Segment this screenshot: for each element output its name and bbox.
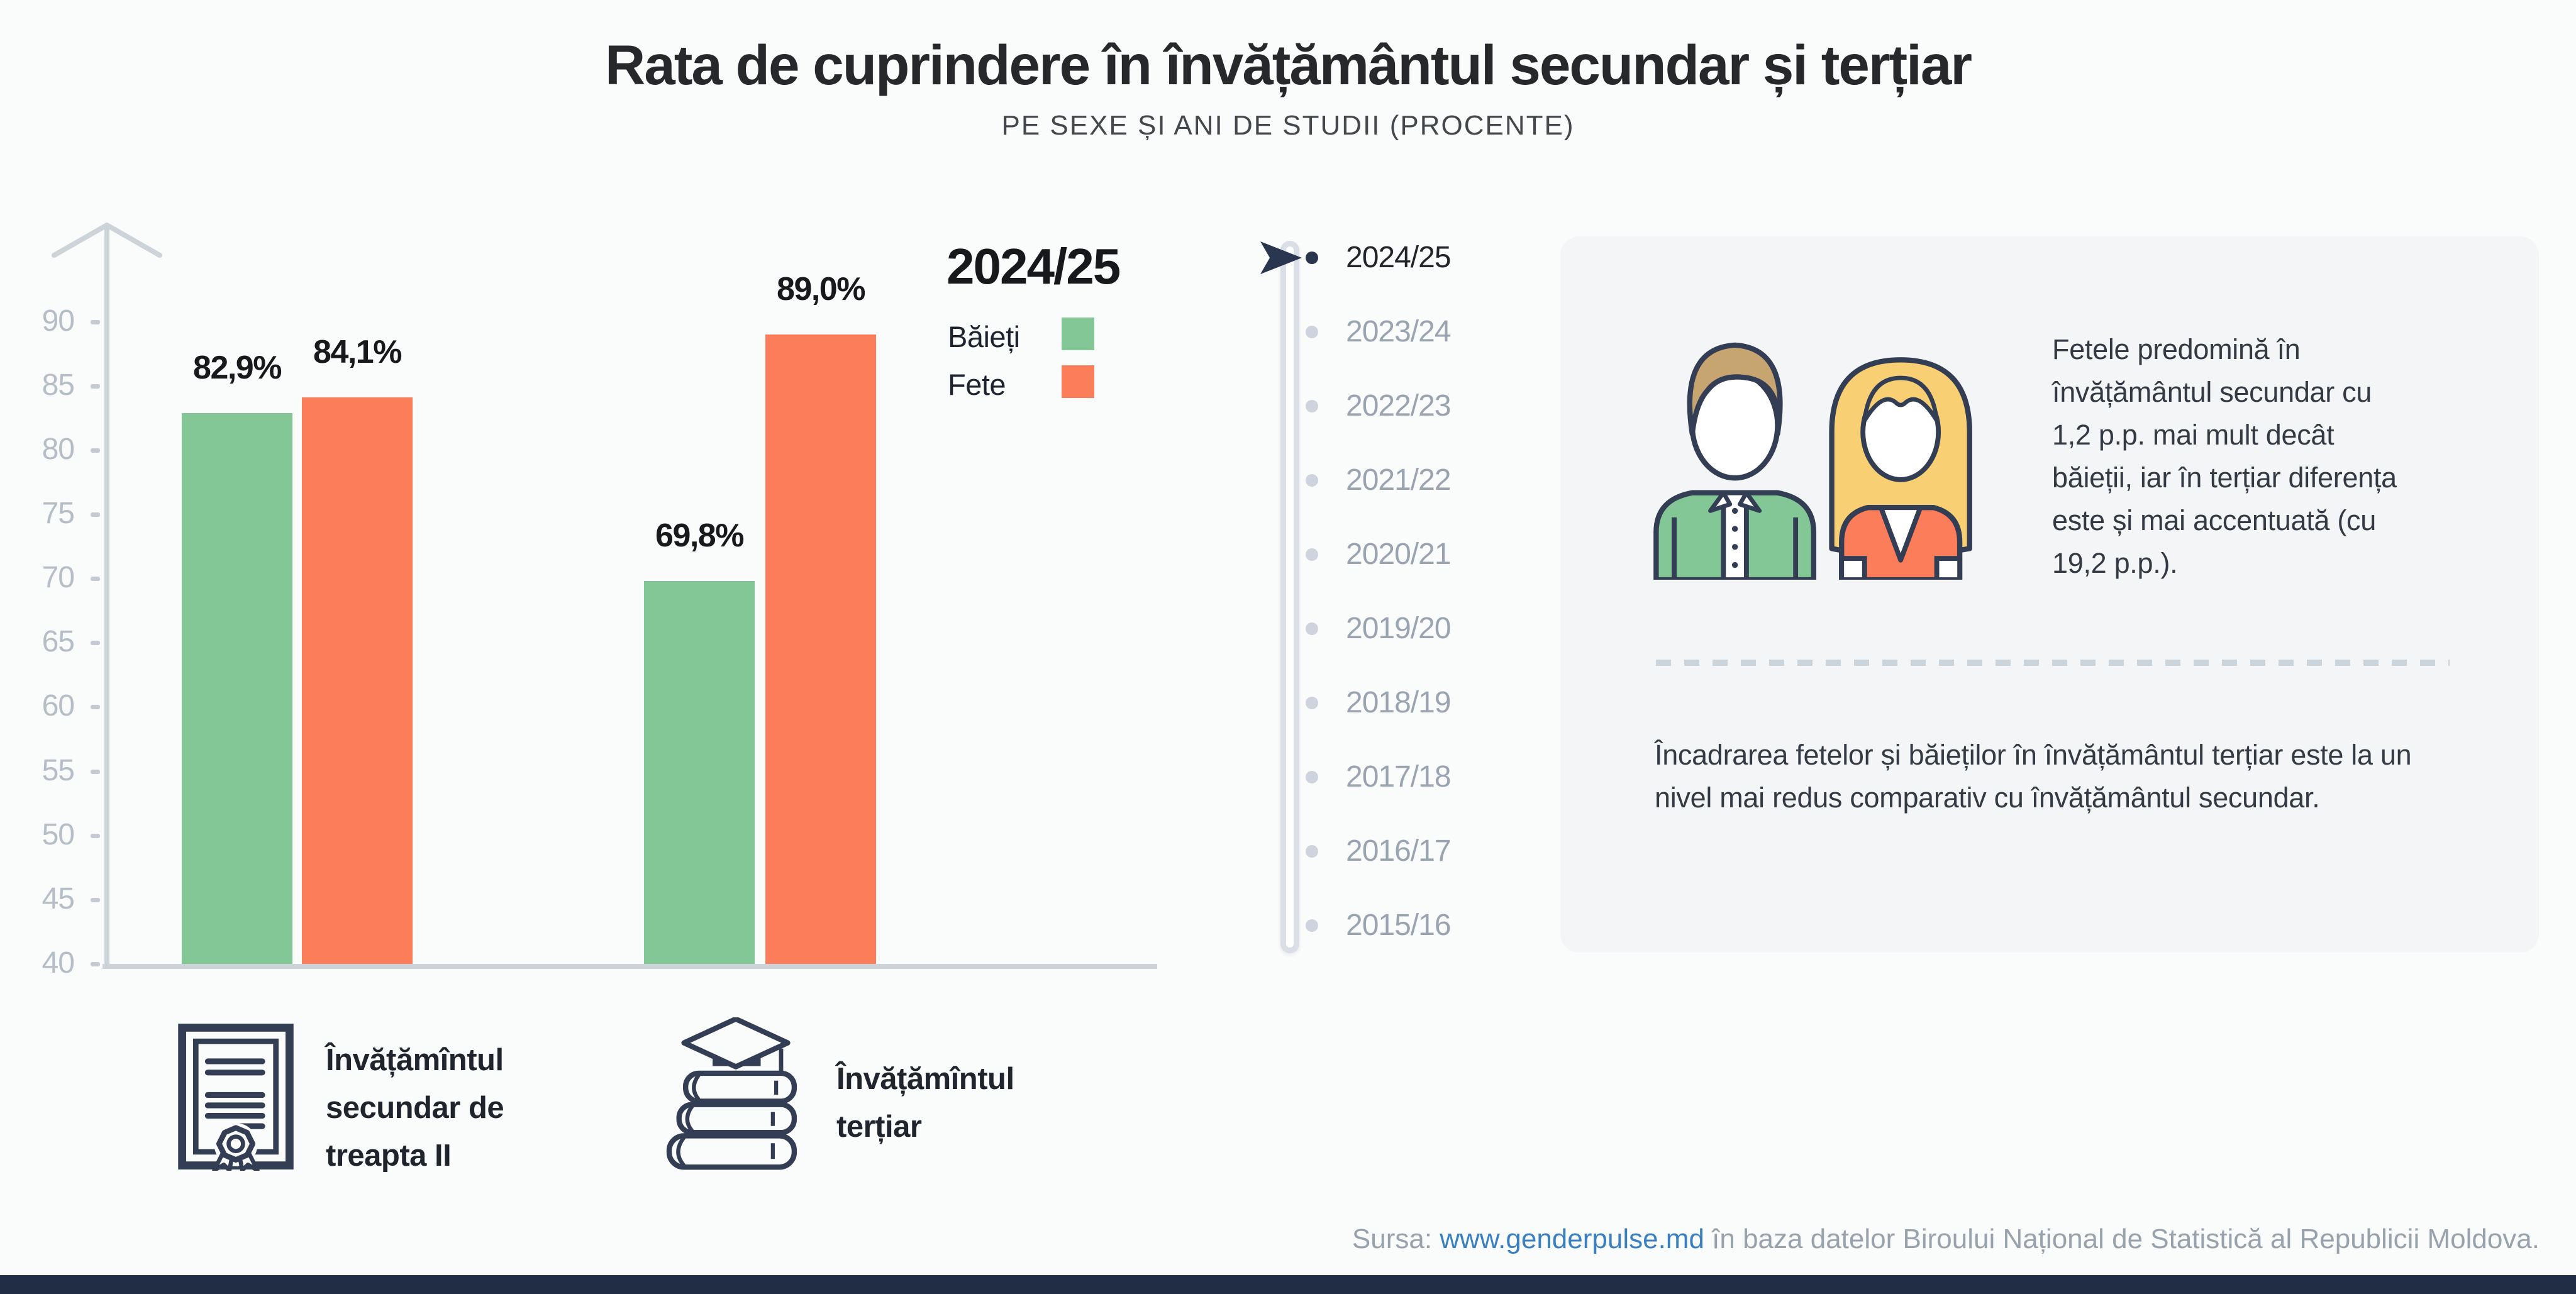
bar-value-label: 82,9%: [193, 349, 282, 386]
timeline-year-2022-23[interactable]: 2022/23: [1346, 389, 1452, 423]
y-axis-tick: [91, 833, 100, 838]
legend-label-baieti[interactable]: Băieți: [948, 320, 1020, 353]
y-axis-label: 65: [42, 625, 75, 659]
y-axis-label: 75: [42, 496, 75, 530]
timeline-year-2016-17[interactable]: 2016/17: [1346, 834, 1452, 868]
bar-baieti-secundar: [182, 412, 292, 964]
category-label-secondary: Învățămîntul secundar de treapta II: [326, 1043, 504, 1173]
legend-year: 2024/25: [947, 238, 1121, 294]
bar-value-label: 84,1%: [313, 334, 402, 371]
y-axis-tick: [91, 641, 100, 646]
legend-swatch-baieti[interactable]: [1062, 318, 1094, 350]
y-axis-label: 45: [42, 882, 75, 915]
timeline-track[interactable]: [1280, 241, 1299, 953]
timeline-dot-2015-16[interactable]: [1306, 919, 1318, 932]
page-title: Rata de cuprindere în învățământul secun…: [604, 33, 1972, 96]
timeline-year-2023-24[interactable]: 2023/24: [1346, 315, 1452, 349]
timeline-dot-2024-25[interactable]: [1306, 252, 1318, 264]
timeline-year-2020-21[interactable]: 2020/21: [1346, 538, 1452, 572]
insight-panel: Fetele predomină în învățământul secunda…: [1560, 236, 2539, 953]
timeline-pointer-icon[interactable]: [1260, 241, 1302, 274]
y-axis-tick: [91, 962, 100, 966]
y-axis-tick: [91, 319, 100, 324]
timeline-dot-2021-22[interactable]: [1306, 474, 1318, 487]
timeline-dot-2018-19[interactable]: [1306, 697, 1318, 710]
insight-paragraph-1: Fetele predomină în învățământul secunda…: [2052, 333, 2397, 579]
page-subtitle: PE SEXE ȘI ANI DE STUDII (PROCENTE): [1001, 110, 1575, 141]
timeline-year-2019-20[interactable]: 2019/20: [1346, 612, 1452, 646]
footer-prefix: Sursa:: [1352, 1224, 1440, 1254]
timeline-year-2018-19[interactable]: 2018/19: [1346, 686, 1452, 720]
y-axis-label: 60: [42, 689, 75, 723]
footer-source: Sursa: www.genderpulse.md în baza datelo…: [1352, 1224, 2540, 1255]
footer-link[interactable]: www.genderpulse.md: [1440, 1224, 1704, 1254]
legend-swatch-fete[interactable]: [1062, 365, 1094, 398]
y-axis-label: 90: [42, 304, 75, 338]
y-axis-line: [104, 226, 109, 964]
y-axis-tick: [91, 897, 100, 902]
y-axis-arrow-icon: [52, 223, 162, 258]
y-axis-tick: [91, 512, 100, 517]
header: Rata de cuprindere în învățământul secun…: [0, 33, 2576, 141]
bar-fete-tertiar: [765, 334, 876, 964]
y-axis-label: 55: [42, 753, 75, 787]
insight-paragraph-2: Încadrarea fetelor și băieților în învăț…: [1655, 739, 2412, 814]
y-axis-tick: [91, 769, 100, 774]
y-axis-tick: [91, 448, 100, 453]
timeline-dot-2023-24[interactable]: [1306, 326, 1318, 339]
dashed-divider: [1656, 660, 2450, 666]
bar-value-label: 69,8%: [655, 517, 744, 555]
books-graduation-icon: [666, 1017, 797, 1170]
timeline-year-2021-22[interactable]: 2021/22: [1346, 463, 1452, 497]
bottom-bar: [0, 1275, 2576, 1294]
bar-fete-secundar: [302, 397, 413, 964]
y-axis-label: 50: [42, 817, 75, 851]
footer-suffix: în baza datelor Biroului Național de Sta…: [1704, 1224, 2540, 1254]
timeline-dot-2016-17[interactable]: [1306, 845, 1318, 858]
y-axis-tick: [91, 705, 100, 710]
timeline-year-2024-25[interactable]: 2024/25: [1346, 241, 1452, 274]
y-axis-label: 70: [42, 561, 75, 595]
y-axis-tick: [91, 384, 100, 389]
boy-girl-icon: [1653, 342, 1972, 580]
y-axis-label: 85: [42, 368, 75, 402]
category-label-tertiary: Învățămîntul terțiar: [836, 1062, 1014, 1144]
y-axis-tick: [91, 577, 100, 582]
x-axis-line: [103, 964, 1157, 969]
bar-value-label: 89,0%: [777, 270, 865, 307]
legend-label-fete[interactable]: Fete: [948, 368, 1006, 401]
timeline-dot-2019-20[interactable]: [1306, 622, 1318, 636]
bar-baieti-tertiar: [644, 581, 755, 964]
diploma-icon: [178, 1024, 294, 1171]
timeline-dot-2020-21[interactable]: [1306, 548, 1318, 561]
y-axis-label: 80: [42, 432, 75, 466]
y-axis-label: 40: [42, 946, 75, 980]
timeline-year-2017-18[interactable]: 2017/18: [1346, 760, 1452, 794]
timeline-dot-2022-23[interactable]: [1306, 400, 1318, 413]
timeline-dot-2017-18[interactable]: [1306, 771, 1318, 784]
timeline-year-2015-16[interactable]: 2015/16: [1346, 909, 1452, 943]
